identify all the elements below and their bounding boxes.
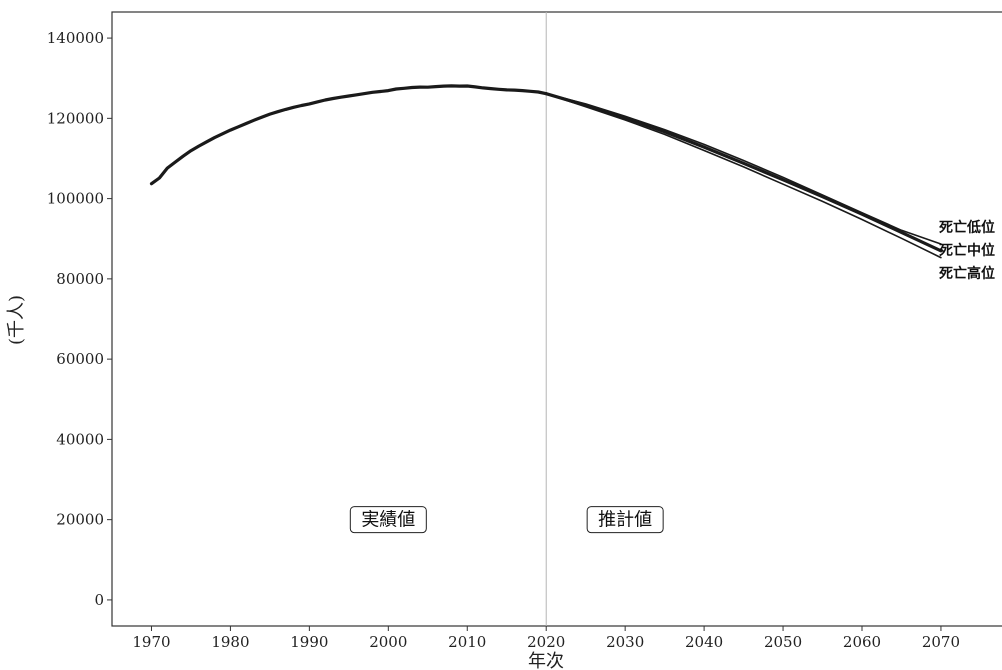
y-tick-label: 100000 bbox=[47, 190, 104, 208]
x-axis-title: 年次 bbox=[528, 651, 564, 670]
x-tick-label: 2070 bbox=[922, 633, 960, 651]
series-line-actual bbox=[149, 84, 548, 186]
x-tick-label: 2060 bbox=[843, 633, 881, 651]
annotation-box-actual bbox=[349, 506, 427, 534]
series-label-high: 死亡高位 bbox=[938, 265, 995, 282]
x-tick-label: 1980 bbox=[211, 633, 249, 651]
series-label-low: 死亡低位 bbox=[938, 219, 995, 236]
x-tick-label: 2010 bbox=[448, 633, 486, 651]
annotation-box-projection bbox=[586, 506, 664, 534]
x-tick-label: 2020 bbox=[527, 633, 565, 651]
y-tick-label: 120000 bbox=[47, 109, 104, 127]
y-tick-label: 20000 bbox=[56, 511, 104, 529]
y-tick-label: 40000 bbox=[56, 430, 104, 448]
y-tick-label: 140000 bbox=[47, 29, 104, 47]
x-tick-label: 1970 bbox=[132, 633, 170, 651]
series-line-high bbox=[545, 92, 942, 259]
y-axis-title: (千人) bbox=[6, 295, 27, 345]
y-tick-label: 80000 bbox=[56, 270, 104, 288]
y-tick-label: 60000 bbox=[56, 350, 104, 368]
series-line-mid bbox=[544, 92, 943, 253]
y-tick-label: 0 bbox=[94, 591, 104, 609]
series-label-mid: 死亡中位 bbox=[938, 242, 995, 259]
x-tick-label: 1990 bbox=[290, 633, 328, 651]
annotation-label-projection: 推計値 bbox=[598, 510, 652, 531]
y-axis: 0 20000 40000 60000 80000 100000 120000 140000 bbox=[47, 29, 112, 609]
x-tick-label: 2050 bbox=[764, 633, 802, 651]
x-tick-label: 2000 bbox=[369, 633, 407, 651]
plot-panel bbox=[111, 11, 1002, 627]
x-tick-label: 2030 bbox=[606, 633, 644, 651]
x-axis: 1970 1980 1990 2000 2010 2020 2030 2040 2050 2060… bbox=[132, 626, 960, 651]
x-tick-label: 2040 bbox=[685, 633, 723, 651]
annotation-label-actual: 実績値 bbox=[361, 510, 415, 531]
